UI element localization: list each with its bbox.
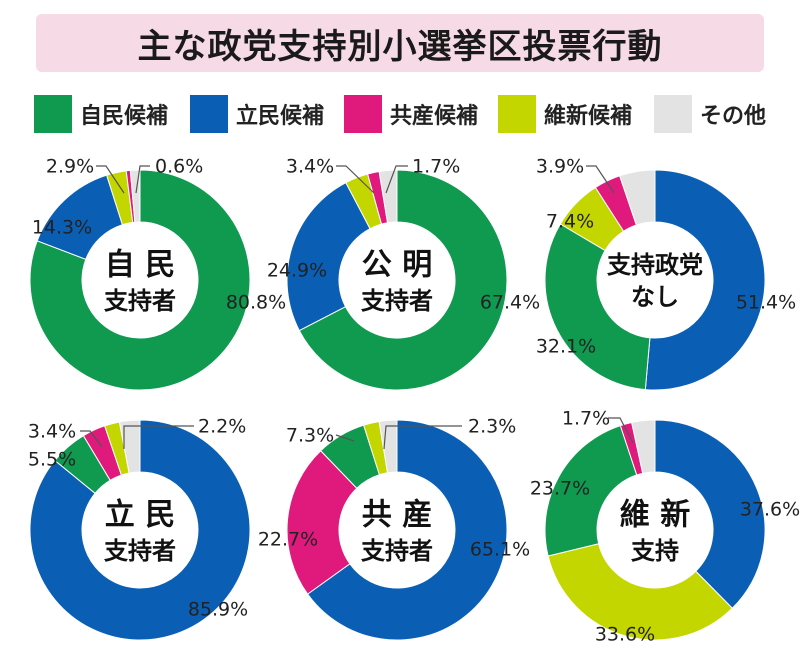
- center-label-line-2: 支持: [631, 537, 679, 565]
- data-label-cdp: 14.3%: [32, 217, 92, 239]
- donut-slice-other: [619, 169, 656, 226]
- chart-title: 主な政党支持別小選挙区投票行動: [137, 26, 663, 67]
- chart-title-box: 主な政党支持別小選挙区投票行動: [36, 14, 764, 72]
- center-label-line-2: 支持者: [104, 537, 176, 565]
- data-label-ldp: 67.4%: [480, 292, 540, 314]
- data-label-ishin: 2.3%: [468, 416, 516, 438]
- data-label-jcp: 1.7%: [562, 408, 610, 430]
- donut-slice-other: [631, 419, 656, 474]
- data-label-ldp: 32.1%: [536, 336, 596, 358]
- center-label-line-1: 自 民: [105, 248, 175, 283]
- donut-slice-other: [378, 169, 398, 224]
- legend-swatch-jcp: [344, 95, 382, 133]
- center-label-line-1: 支持政党: [607, 251, 703, 279]
- center-label-line-1: 公 明: [362, 248, 432, 283]
- data-label-ishin: 2.2%: [198, 416, 246, 438]
- data-label-ldp: 5.5%: [28, 449, 76, 471]
- legend-item-jcp: 共産候補: [344, 92, 478, 136]
- data-label-jcp: 1.7%: [412, 156, 460, 178]
- legend-item-other: その他: [654, 92, 766, 136]
- legend: 自民候補 立民候補 共産候補 維新候補 その他: [0, 92, 800, 136]
- legend-label-ishin: 維新候補: [544, 104, 633, 129]
- legend-label-jcp: 共産候補: [390, 104, 479, 129]
- legend-swatch-ldp: [34, 95, 72, 133]
- donut-slice-cdp: [29, 419, 251, 641]
- data-label-ldp: 80.8%: [226, 292, 286, 314]
- donut-slice-ldp: [544, 223, 651, 391]
- donut-slice-cdp: [644, 169, 766, 391]
- donut-slice-cdp: [306, 419, 508, 641]
- center-label-line-2: なし: [631, 283, 679, 311]
- center-label-line-1: 維 新: [620, 498, 690, 533]
- donut-slice-cdp: [654, 419, 766, 609]
- data-label-jcp: 3.9%: [536, 156, 584, 178]
- donut-chart-6: 37.6% 33.6% 23.7% 1.7% 維 新支持: [530, 408, 800, 646]
- legend-swatch-other: [654, 95, 692, 133]
- donut-slice-other: [378, 419, 398, 474]
- leader-line: [608, 417, 634, 444]
- leader-line: [80, 430, 103, 448]
- data-label-cdp: 51.4%: [736, 292, 796, 314]
- data-label-jcp: 3.4%: [28, 421, 76, 443]
- data-label-cdp: 24.9%: [267, 260, 327, 282]
- data-label-cdp: 85.9%: [188, 599, 248, 621]
- leader-line: [335, 434, 355, 442]
- data-label-ishin: 7.4%: [546, 211, 594, 233]
- donut-slice-ldp: [544, 424, 638, 557]
- donut-slice-cdp: [286, 181, 371, 332]
- legend-label-cdp: 立民候補: [236, 104, 325, 129]
- data-label-jcp: 0.6%: [155, 156, 203, 178]
- leader-line: [385, 165, 408, 194]
- data-label-jcp: 22.7%: [258, 529, 318, 551]
- data-label-ishin: 33.6%: [595, 624, 655, 646]
- center-label-line-2: 支持者: [104, 287, 176, 315]
- data-label-ishin: 2.9%: [46, 156, 94, 178]
- leader-line: [383, 425, 462, 450]
- legend-swatch-cdp: [190, 95, 228, 133]
- legend-label-ldp: 自民候補: [80, 104, 169, 129]
- leader-line: [123, 425, 194, 449]
- center-label-line-1: 共 産: [362, 498, 432, 533]
- data-label-ishin: 3.4%: [286, 156, 334, 178]
- legend-item-ishin: 維新候補: [498, 92, 632, 136]
- data-label-cdp: 65.1%: [470, 539, 530, 561]
- leader-line: [586, 165, 615, 194]
- data-label-cdp: 37.6%: [740, 499, 800, 521]
- legend-label-other: その他: [700, 104, 767, 129]
- legend-swatch-ishin: [498, 95, 536, 133]
- donut-slice-ldp: [29, 169, 251, 391]
- center-label-line-1: 立 民: [105, 498, 175, 533]
- donut-slice-ldp: [298, 169, 508, 391]
- center-label-line-2: 支持者: [361, 537, 433, 565]
- data-label-ldp: 7.3%: [286, 425, 334, 447]
- data-label-ldp: 23.7%: [530, 478, 590, 500]
- donut-slice-ishin: [547, 543, 733, 641]
- legend-item-ldp: 自民候補: [34, 92, 168, 136]
- leader-line: [96, 165, 125, 194]
- center-label-line-2: 支持者: [361, 287, 433, 315]
- leader-line: [336, 165, 375, 194]
- legend-item-cdp: 立民候補: [190, 92, 324, 136]
- leader-line: [135, 165, 150, 194]
